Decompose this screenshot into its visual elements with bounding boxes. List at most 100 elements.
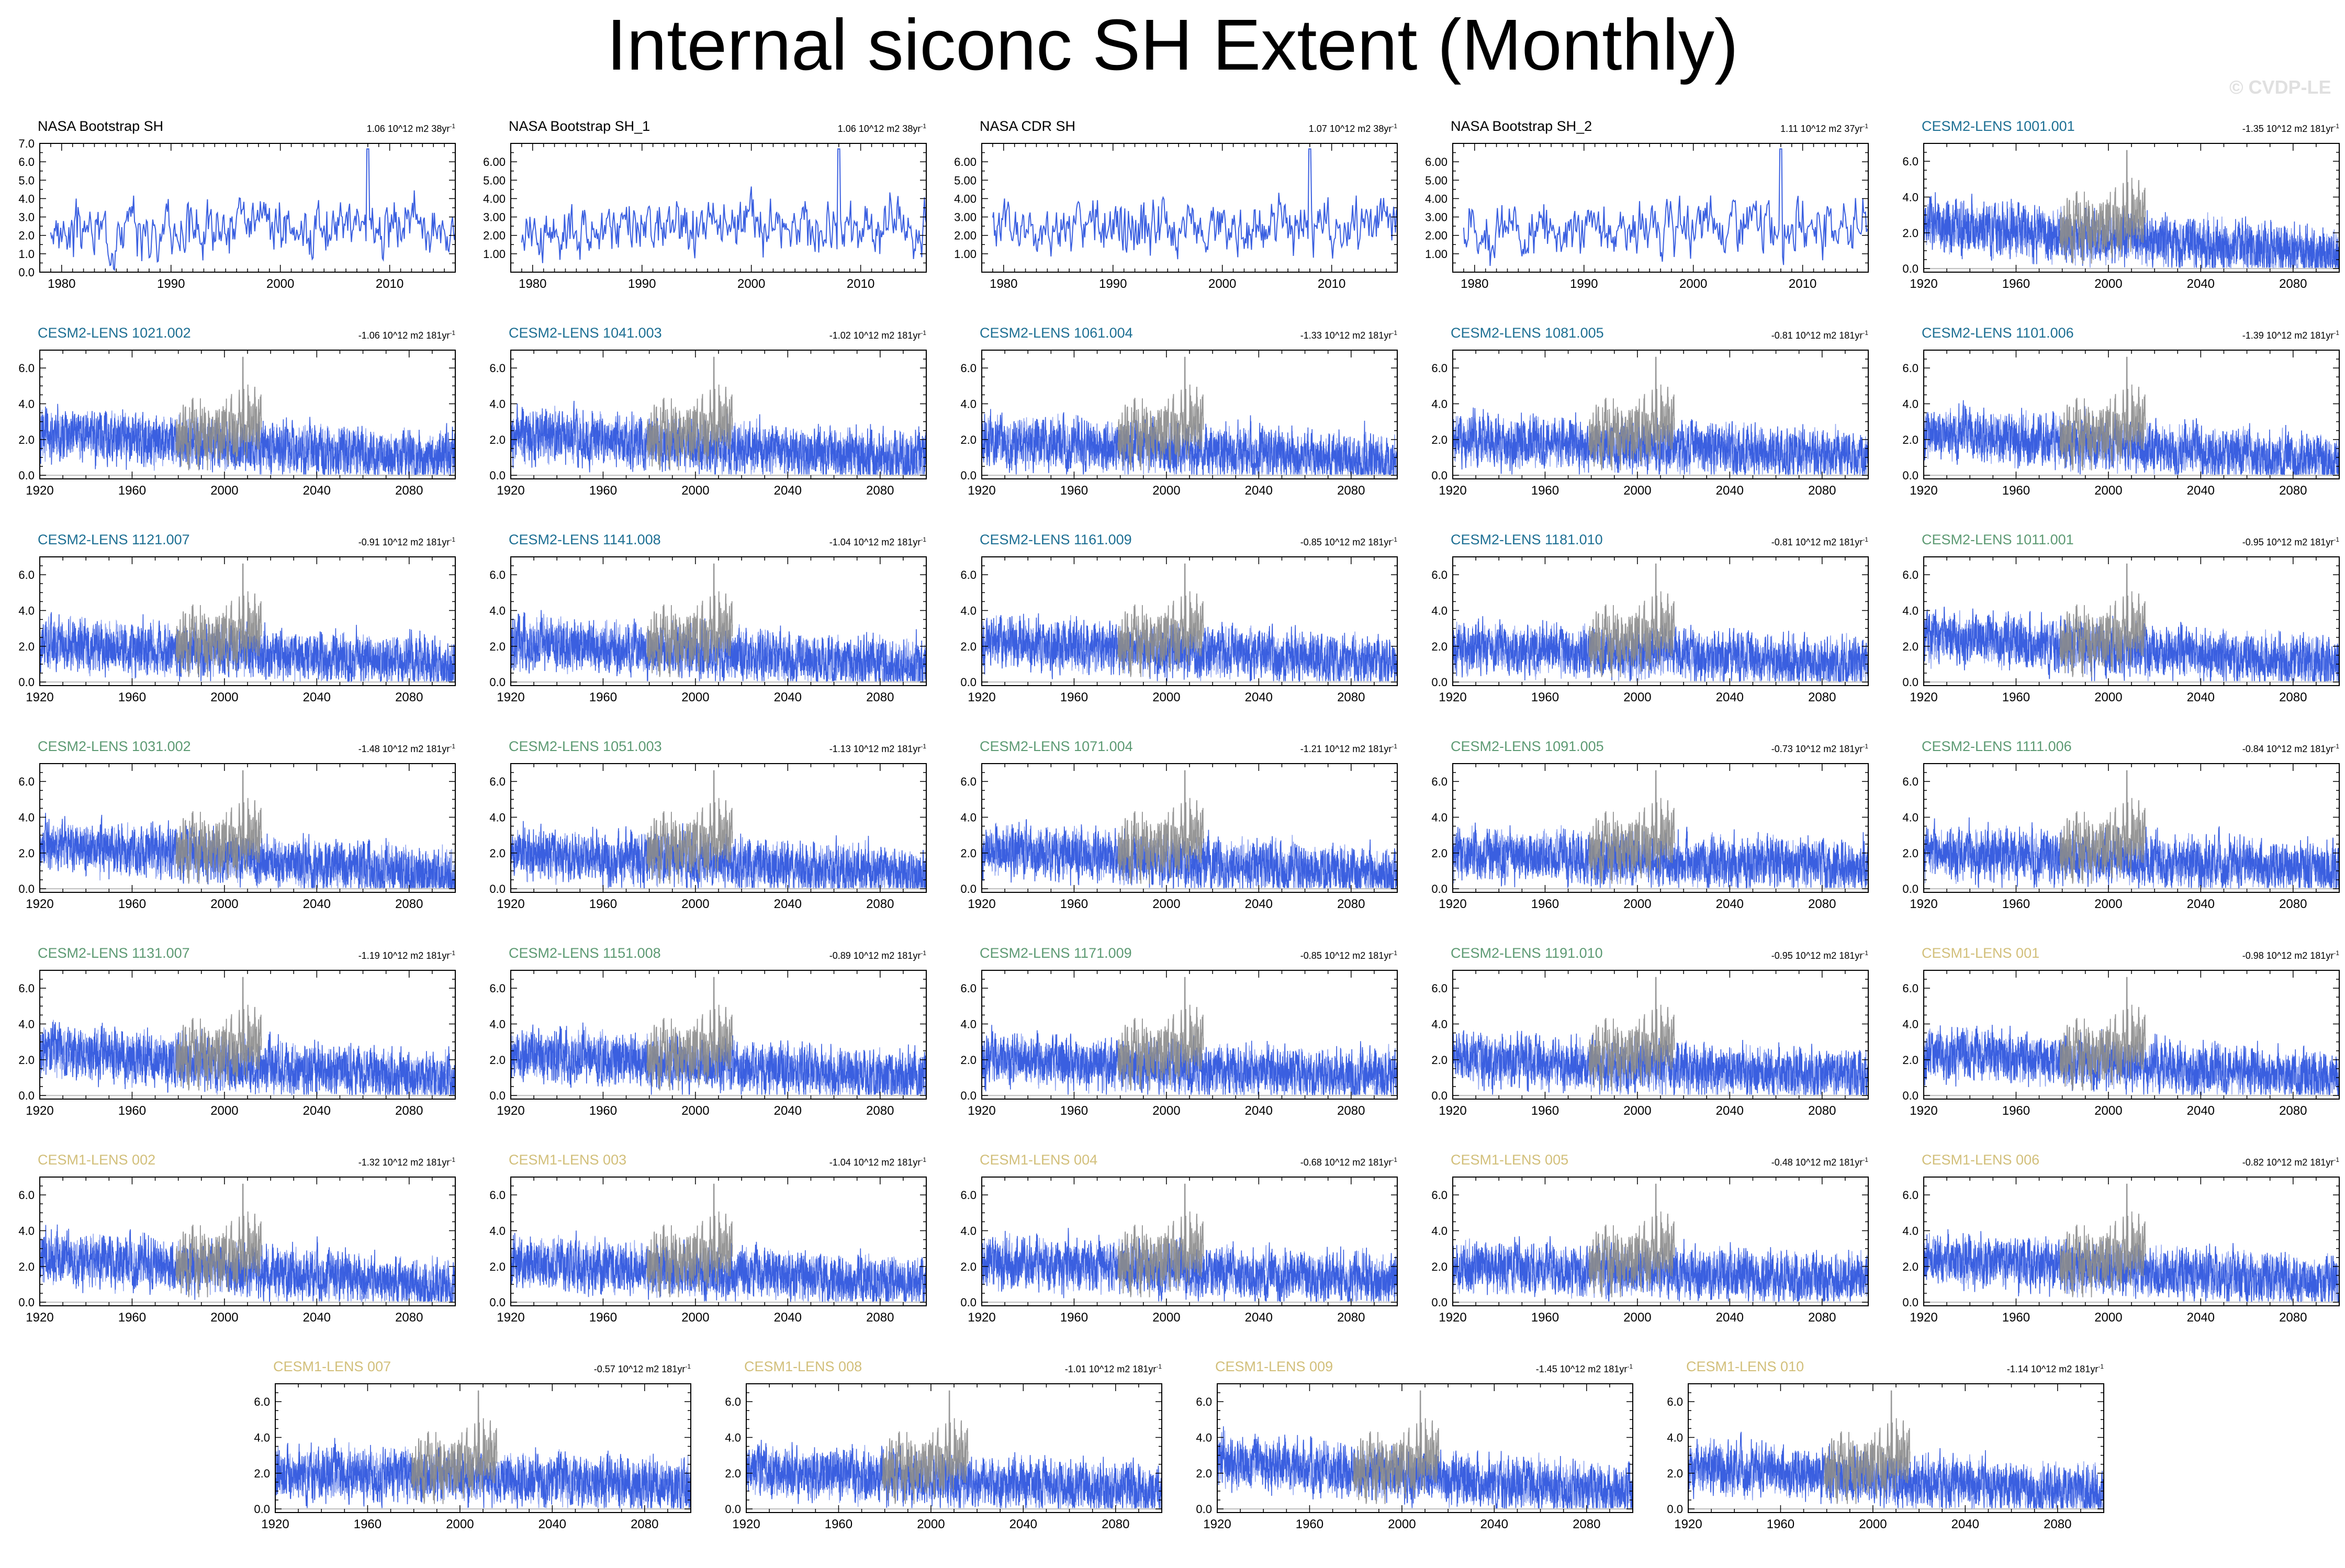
trend-value: -0.73 10^12 m2 181yr bbox=[1771, 744, 1863, 754]
panel-trend: -0.89 10^12 m2 181yr-1 bbox=[829, 949, 926, 961]
x-tick-label: 2080 bbox=[866, 484, 894, 498]
y-tick-label: 4.0 bbox=[18, 192, 35, 205]
ensemble-line bbox=[1453, 822, 1868, 889]
x-tick-label: 1960 bbox=[118, 1311, 146, 1325]
chart-panel: CESM2-LENS 1191.010 -0.95 10^12 m2 181yr-… bbox=[1413, 937, 1873, 1125]
x-tick-label: 2000 bbox=[1152, 484, 1180, 498]
x-tick-label: 2040 bbox=[1716, 484, 1744, 498]
trend-value: -1.32 10^12 m2 181yr bbox=[358, 1157, 450, 1168]
trend-value: 1.06 10^12 m2 38yr bbox=[837, 124, 921, 134]
chart-panel: CESM2-LENS 1171.009 -0.85 10^12 m2 181yr-… bbox=[942, 937, 1402, 1125]
y-tick-label: 4.0 bbox=[1431, 398, 1448, 411]
trend-value: -1.13 10^12 m2 181yr bbox=[829, 744, 921, 754]
y-tick-label: 2.0 bbox=[1431, 847, 1448, 860]
x-tick-label: 2000 bbox=[681, 1104, 709, 1118]
x-tick-label: 2040 bbox=[774, 1104, 802, 1118]
x-tick-label: 2040 bbox=[1245, 690, 1273, 704]
x-tick-label: 1960 bbox=[2002, 897, 2030, 911]
x-tick-label: 2040 bbox=[1716, 1311, 1744, 1325]
panel-plot: 1920 1960 2000 2040 2080 0.0 2.0 4.0 6.0 bbox=[18, 763, 456, 911]
x-tick-label: 2000 bbox=[681, 897, 709, 911]
y-tick-label: 6.0 bbox=[960, 568, 977, 581]
y-tick-label: 2.0 bbox=[489, 1260, 506, 1273]
chart-panel: CESM2-LENS 1181.010 -0.81 10^12 m2 181yr-… bbox=[1413, 523, 1873, 712]
plot-frame bbox=[39, 143, 456, 273]
panel-trend: -1.04 10^12 m2 181yr-1 bbox=[829, 1156, 926, 1168]
trend-units-exponent: -1 bbox=[921, 743, 926, 750]
y-tick-label: 0.0 bbox=[1431, 1296, 1448, 1309]
panel-trend: -0.91 10^12 m2 181yr-1 bbox=[358, 536, 455, 548]
trend-units-exponent: -1 bbox=[921, 1156, 926, 1163]
trend-units-exponent: -1 bbox=[2333, 1156, 2339, 1163]
series-line bbox=[1463, 148, 1868, 266]
y-tick-label: 4.0 bbox=[18, 811, 35, 824]
chart-panel: CESM1-LENS 004 -0.68 10^12 m2 181yr-1 1920… bbox=[942, 1144, 1402, 1332]
obs-overlay-line bbox=[1588, 563, 1675, 677]
chart-panel: CESM2-LENS 1091.005 -0.73 10^12 m2 181yr-… bbox=[1413, 730, 1873, 919]
trend-units-exponent: -1 bbox=[2333, 949, 2339, 957]
panel-trend: -0.81 10^12 m2 181yr-1 bbox=[1771, 329, 1868, 341]
x-tick-label: 1960 bbox=[354, 1517, 382, 1531]
panel-trend: -1.33 10^12 m2 181yr-1 bbox=[1300, 329, 1397, 341]
chart-panel: CESM2-LENS 1081.005 -0.81 10^12 m2 181yr-… bbox=[1413, 317, 1873, 505]
y-tick-label: 0.0 bbox=[960, 676, 977, 689]
trend-units-exponent: -1 bbox=[1627, 1363, 1633, 1370]
x-tick-label: 2080 bbox=[395, 1104, 423, 1118]
x-tick-label: 1920 bbox=[26, 690, 53, 704]
x-tick-label: 1920 bbox=[968, 690, 995, 704]
panel-plot: 1980 1990 2000 2010 1.00 2.00 3.00 4.00 5.00 6.00 bbox=[483, 143, 927, 291]
x-tick-label: 2080 bbox=[1808, 690, 1836, 704]
x-tick-label: 1920 bbox=[497, 1104, 524, 1118]
x-tick-label: 2080 bbox=[1337, 1311, 1365, 1325]
ensemble-line bbox=[40, 1224, 455, 1302]
y-tick-label: 0.0 bbox=[489, 469, 506, 482]
y-tick-label: 1.00 bbox=[954, 248, 977, 261]
chart-panel: NASA Bootstrap SH_2 1.11 10^12 m2 37yr-1 1… bbox=[1413, 110, 1873, 298]
x-tick-label: 2040 bbox=[303, 1104, 331, 1118]
x-tick-label: 1920 bbox=[968, 897, 995, 911]
y-tick-label: 4.0 bbox=[18, 604, 35, 618]
panel-plot: 1920 1960 2000 2040 2080 0.0 2.0 4.0 6.0 bbox=[18, 556, 456, 704]
y-tick-label: 4.0 bbox=[960, 811, 977, 824]
obs-overlay-line bbox=[1117, 563, 1204, 677]
x-tick-label: 1920 bbox=[732, 1517, 760, 1531]
trend-units-exponent: -1 bbox=[450, 949, 455, 957]
y-tick-label: 5.00 bbox=[954, 174, 977, 187]
trend-value: -0.95 10^12 m2 181yr bbox=[1771, 950, 1863, 961]
x-tick-label: 2040 bbox=[2187, 1104, 2215, 1118]
trend-units-exponent: -1 bbox=[1862, 536, 1868, 543]
trend-units-exponent: -1 bbox=[1862, 122, 1868, 130]
y-tick-label: 4.00 bbox=[954, 192, 977, 205]
y-tick-label: 6.0 bbox=[18, 982, 35, 995]
trend-units-exponent: -1 bbox=[450, 329, 455, 337]
x-tick-label: 1920 bbox=[1439, 897, 1466, 911]
y-tick-label: 4.0 bbox=[960, 1225, 977, 1238]
y-tick-label: 0.0 bbox=[960, 882, 977, 895]
panel-trend: -1.14 10^12 m2 181yr-1 bbox=[2007, 1363, 2104, 1375]
y-tick-label: 2.0 bbox=[960, 1260, 977, 1273]
obs-overlay-line bbox=[646, 356, 733, 471]
x-tick-label: 2040 bbox=[2187, 690, 2215, 704]
y-tick-label: 0.0 bbox=[1431, 882, 1448, 895]
ensemble-line bbox=[982, 1025, 1397, 1095]
y-tick-label: 6.0 bbox=[489, 775, 506, 788]
y-tick-label: 0.0 bbox=[1431, 1089, 1448, 1102]
panel-plot: 1920 1960 2000 2040 2080 0.0 2.0 4.0 6.0 bbox=[489, 1177, 927, 1325]
panel-plot: 1920 1960 2000 2040 2080 0.0 2.0 4.0 6.0 bbox=[1431, 763, 1869, 911]
x-tick-label: 2000 bbox=[2094, 1311, 2122, 1325]
x-tick-label: 1960 bbox=[589, 1104, 617, 1118]
x-tick-label: 2000 bbox=[1859, 1517, 1887, 1531]
trend-units-exponent: -1 bbox=[2333, 122, 2339, 130]
x-tick-label: 2000 bbox=[1208, 277, 1236, 291]
x-tick-label: 2040 bbox=[1245, 484, 1273, 498]
obs-overlay-line bbox=[1588, 1183, 1675, 1297]
x-tick-label: 2000 bbox=[1623, 1311, 1651, 1325]
panel-plot: 1920 1960 2000 2040 2080 0.0 2.0 4.0 6.0 bbox=[1902, 970, 2340, 1118]
y-tick-label: 6.0 bbox=[1431, 568, 1448, 581]
x-tick-label: 1920 bbox=[968, 1311, 995, 1325]
y-tick-label: 2.0 bbox=[489, 640, 506, 653]
x-tick-label: 1920 bbox=[26, 1104, 53, 1118]
panel-plot: 1980 1990 2000 2010 1.00 2.00 3.00 4.00 5.00 6.00 bbox=[954, 143, 1398, 291]
y-tick-label: 0.0 bbox=[18, 1089, 35, 1102]
x-tick-label: 2040 bbox=[2187, 1311, 2215, 1325]
